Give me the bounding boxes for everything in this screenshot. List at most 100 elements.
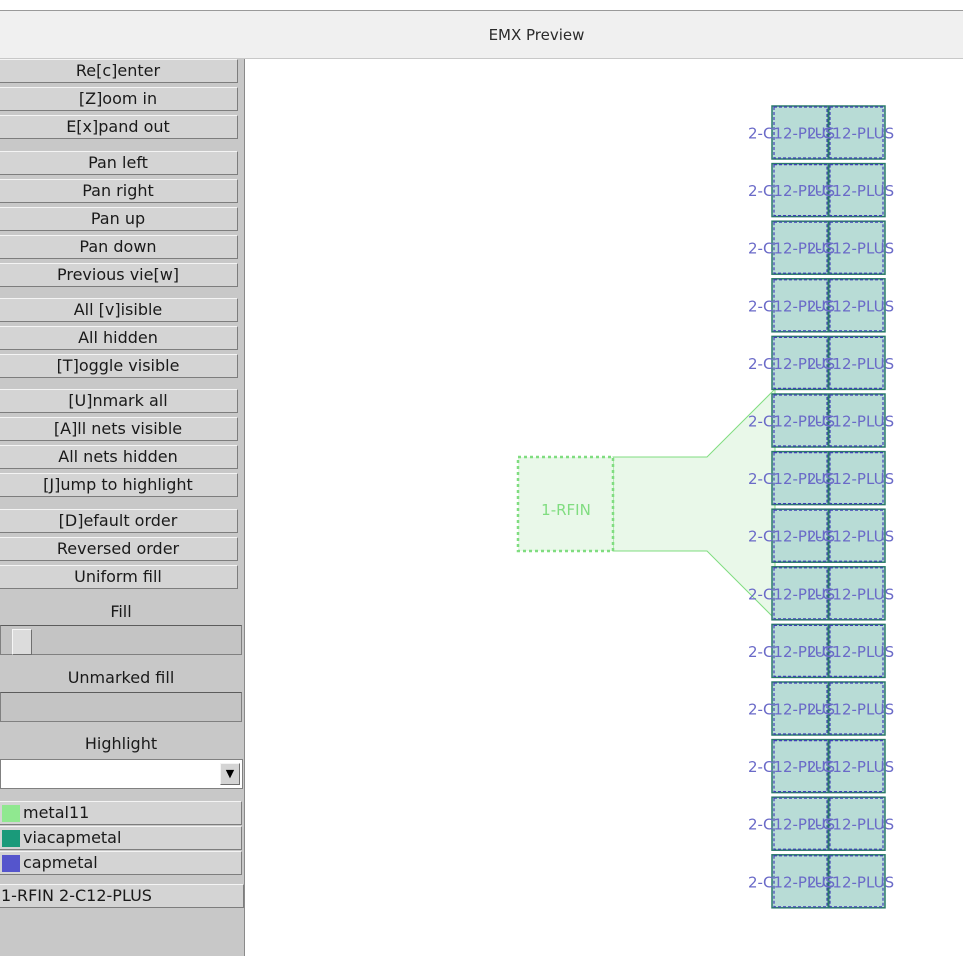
cap-cell-left	[773, 682, 828, 735]
cap-label-left: 2-C12-PLUS	[748, 355, 835, 373]
layer-item-viacapmetal[interactable]: viacapmetal	[0, 826, 242, 850]
cap-label-left: 2-C12-PLUS	[748, 873, 835, 891]
expand-out-button[interactable]: E[x]pand out	[0, 115, 238, 139]
cap-cell-left	[773, 336, 828, 389]
title-bar: EMX Preview	[0, 11, 963, 59]
cap-label-right: 2-C12-PLUS	[807, 470, 894, 488]
layer-name: capmetal	[23, 853, 98, 872]
cap-cell-right	[829, 739, 884, 793]
cap-label-left: 2-C12-PLUS	[748, 816, 835, 834]
cap-label-left: 2-C12-PLUS	[748, 758, 835, 776]
layer-color-swatch	[2, 805, 20, 822]
pan-right-button[interactable]: Pan right	[0, 179, 238, 203]
fill-slider-handle[interactable]	[12, 629, 32, 655]
all-nets-hidden-button[interactable]: All nets hidden	[0, 445, 238, 469]
cap-label-right: 2-C12-PLUS	[807, 643, 894, 661]
cap-cell-left	[773, 509, 828, 562]
cap-cell-left	[773, 797, 828, 850]
layer-name: metal11	[23, 803, 90, 822]
cap-cell-left	[773, 452, 828, 505]
rfin-pad-label: 1-RFIN	[541, 501, 591, 519]
cap-cell-right	[829, 624, 884, 678]
fill-label: Fill	[110, 602, 132, 621]
cap-cell-left	[773, 221, 828, 274]
pan-down-button[interactable]: Pan down	[0, 235, 238, 259]
cap-cell-right	[829, 221, 884, 274]
cap-label-right: 2-C12-PLUS	[807, 125, 894, 143]
default-order-button[interactable]: [D]efault order	[0, 509, 238, 533]
cap-cell-right	[829, 509, 884, 562]
cap-cell-left	[773, 739, 828, 793]
previous-view-button[interactable]: Previous vie[w]	[0, 263, 238, 287]
highlight-label: Highlight	[84, 734, 158, 753]
unmarked-fill-slider[interactable]	[0, 692, 242, 722]
cap-cell-right	[829, 452, 884, 505]
toggle-visible-button[interactable]: [T]oggle visible	[0, 354, 238, 378]
cap-label-right: 2-C12-PLUS	[807, 873, 894, 891]
all-nets-visible-button[interactable]: [A]ll nets visible	[0, 417, 238, 441]
uniform-fill-button[interactable]: Uniform fill	[0, 565, 238, 589]
cap-label-left: 2-C12-PLUS	[748, 528, 835, 546]
cap-label-left: 2-C12-PLUS	[748, 297, 835, 315]
fill-slider[interactable]	[0, 625, 242, 655]
cap-cell-right	[829, 567, 884, 620]
window-top-edge	[0, 0, 963, 11]
cap-label-right: 2-C12-PLUS	[807, 816, 894, 834]
all-hidden-button[interactable]: All hidden	[0, 326, 238, 350]
cap-label-left: 2-C12-PLUS	[748, 125, 835, 143]
cap-label-right: 2-C12-PLUS	[807, 240, 894, 258]
rfin-pad	[516, 455, 615, 553]
cap-label-right: 2-C12-PLUS	[807, 413, 894, 431]
cap-cell-left	[773, 106, 828, 159]
cap-label-left: 2-C12-PLUS	[748, 413, 835, 431]
cap-label-left: 2-C12-PLUS	[748, 585, 835, 603]
cap-cell-right	[829, 106, 884, 159]
unmark-all-button[interactable]: [U]nmark all	[0, 389, 238, 413]
cap-cell-left	[773, 624, 828, 678]
layer-item-metal11[interactable]: metal11	[0, 801, 242, 825]
jump-to-highlight-button[interactable]: [J]ump to highlight	[0, 473, 238, 497]
layer-color-swatch	[2, 830, 20, 847]
reversed-order-button[interactable]: Reversed order	[0, 537, 238, 561]
cap-cell-left	[773, 855, 828, 908]
cap-label-left: 2-C12-PLUS	[748, 643, 835, 661]
cap-cell-left	[773, 567, 828, 620]
cap-label-left: 2-C12-PLUS	[748, 240, 835, 258]
zoom-in-button[interactable]: [Z]oom in	[0, 87, 238, 111]
cap-cell-left	[773, 163, 828, 217]
cap-cell-left	[773, 394, 828, 447]
cap-label-left: 2-C12-PLUS	[748, 701, 835, 719]
cap-cell-right	[829, 682, 884, 735]
cap-label-right: 2-C12-PLUS	[807, 758, 894, 776]
cap-label-right: 2-C12-PLUS	[807, 585, 894, 603]
recenter-button[interactable]: Re[c]enter	[0, 59, 238, 83]
cap-cell-right	[829, 855, 884, 908]
layout-drawing: 1-RFIN2-C12-PLUS2-C12-PLUS2-C12-PLUS2-C1…	[516, 105, 894, 909]
unmarked-fill-label: Unmarked fill	[67, 668, 175, 687]
cap-cell-right	[829, 797, 884, 850]
pan-up-button[interactable]: Pan up	[0, 207, 238, 231]
cap-label-right: 2-C12-PLUS	[807, 701, 894, 719]
cap-cell-right	[829, 279, 884, 332]
highlight-select[interactable]: ▼	[0, 759, 243, 789]
all-visible-button[interactable]: All [v]isible	[0, 298, 238, 322]
layer-color-swatch	[2, 855, 20, 872]
cap-label-left: 2-C12-PLUS	[748, 182, 835, 200]
cap-label-right: 2-C12-PLUS	[807, 355, 894, 373]
cap-cell-right	[829, 394, 884, 447]
cap-cell-right	[829, 163, 884, 217]
control-panel: Re[c]enter [Z]oom in E[x]pand out Pan le…	[0, 59, 245, 956]
cap-label-left: 2-C12-PLUS	[748, 470, 835, 488]
layout-canvas[interactable]: 1-RFIN 2-C12-PLUS 2-C12-PLUS 2-C12-PLUS 2-C1…	[245, 59, 963, 956]
cap-label-right: 2-C12-PLUS	[807, 297, 894, 315]
cap-label-right: 2-C12-PLUS	[807, 182, 894, 200]
net-list[interactable]: 1-RFIN 2-C12-PLUS	[0, 884, 244, 908]
cap-cell-right	[829, 336, 884, 389]
pan-left-button[interactable]: Pan left	[0, 151, 238, 175]
layer-name: viacapmetal	[23, 828, 122, 847]
chevron-down-icon[interactable]: ▼	[220, 763, 240, 785]
cap-cell-left	[773, 279, 828, 332]
window-title: EMX Preview	[488, 25, 585, 44]
cap-label-right: 2-C12-PLUS	[807, 528, 894, 546]
layer-item-capmetal[interactable]: capmetal	[0, 851, 242, 875]
